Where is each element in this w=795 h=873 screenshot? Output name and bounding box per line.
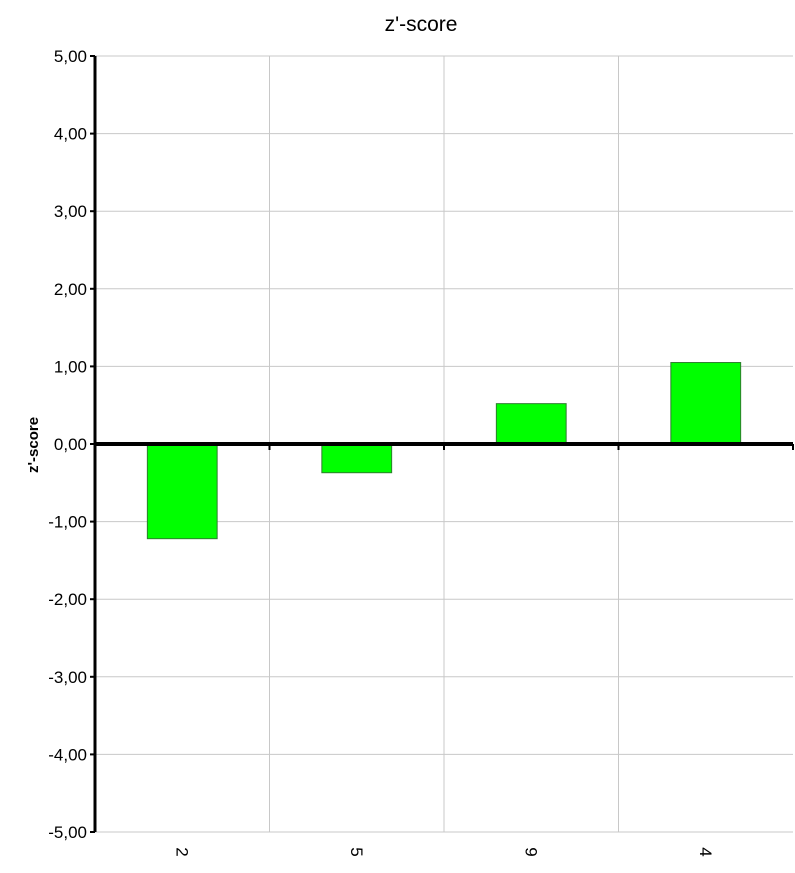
y-tick-label: 1,00 xyxy=(54,357,87,376)
y-tick-label: 0,00 xyxy=(54,435,87,454)
y-tick-label: 3,00 xyxy=(54,202,87,221)
y-axis-label: z'-score xyxy=(25,417,42,473)
y-tick-label: -1,00 xyxy=(48,513,87,532)
y-tick-labels: 5,00 4,00 3,00 2,00 1,00 0,00 -1,00 -2,00 -3,00 -… xyxy=(48,47,87,842)
y-tick-label: 5,00 xyxy=(54,47,87,66)
chart-title: z'-score xyxy=(385,13,458,36)
bar xyxy=(670,362,742,445)
x-tick-labels: 2 5 9 4 xyxy=(172,847,715,856)
y-tick-label: -5,00 xyxy=(48,823,87,842)
x-tick-label: 9 xyxy=(521,847,540,856)
y-tick-label: -4,00 xyxy=(48,745,87,764)
y-tick-label: -3,00 xyxy=(48,668,87,687)
x-tick-label: 5 xyxy=(347,847,366,856)
y-tick-label: 4,00 xyxy=(54,125,87,144)
x-tick-label: 4 xyxy=(696,847,715,856)
y-tick-label: -2,00 xyxy=(48,590,87,609)
axes xyxy=(90,55,794,833)
y-tick-label: 2,00 xyxy=(54,280,87,299)
bar xyxy=(321,443,393,474)
bar xyxy=(495,403,567,445)
bar xyxy=(146,443,218,540)
x-tick-label: 2 xyxy=(172,847,191,856)
bars xyxy=(146,362,742,540)
